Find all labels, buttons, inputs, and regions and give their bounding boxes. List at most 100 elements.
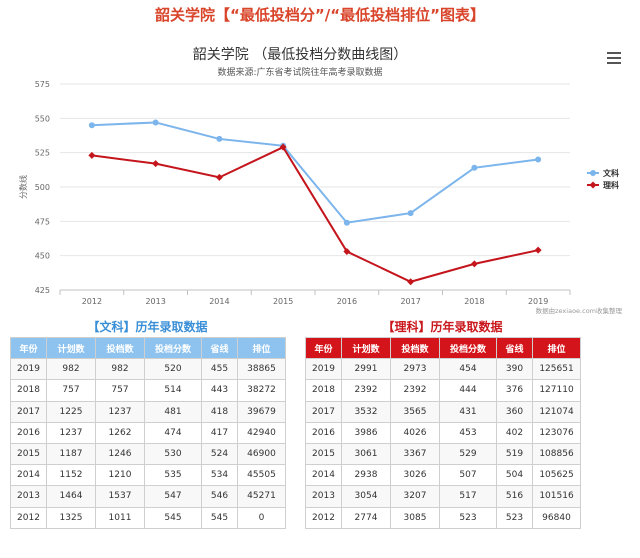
table-cell: 1011 <box>95 506 145 529</box>
table-cell: 524 <box>201 442 238 466</box>
table-cell: 376 <box>496 379 533 402</box>
table-cell: 105625 <box>532 464 581 487</box>
y-tick-label: 450 <box>35 252 50 261</box>
table-cell: 3054 <box>341 485 391 508</box>
data-point <box>535 156 542 163</box>
table-cell: 2017 <box>305 400 342 423</box>
table-cell: 507 <box>439 464 497 487</box>
hamburger-menu-icon[interactable] <box>607 52 621 64</box>
table-cell: 1187 <box>46 442 96 466</box>
table-cell: 2018 <box>305 379 342 402</box>
chart-credit: 数据由zexiaoe.com收集整理 <box>536 306 623 315</box>
table-cell: 757 <box>46 379 96 402</box>
table-cell: 96840 <box>532 506 581 529</box>
table-cell: 516 <box>496 485 533 508</box>
legend-label: 理科 <box>603 180 619 190</box>
table-cell: 2013 <box>10 485 47 508</box>
x-tick-label: 2017 <box>400 297 420 306</box>
table-cell: 2016 <box>10 421 47 444</box>
table-cell: 38272 <box>237 379 286 402</box>
data-point <box>215 173 223 181</box>
wen-header-cell: 投档分数 <box>144 336 202 360</box>
li-header-cell: 投档数 <box>390 336 440 360</box>
table-cell: 45271 <box>237 485 286 508</box>
table-cell: 523 <box>496 506 533 529</box>
series-line-0 <box>91 121 539 224</box>
wen-header-cell: 年份 <box>10 336 47 360</box>
table-row: 2015 1187 1246 530 524 46900 <box>10 442 286 466</box>
table-cell: 42940 <box>237 421 286 444</box>
table-cell: 481 <box>144 400 202 423</box>
table-row: 2012 1325 1011 545 545 0 <box>10 506 286 529</box>
table-cell: 101516 <box>532 485 581 508</box>
table-cell: 547 <box>144 485 202 508</box>
li-header-cell: 排位 <box>532 336 581 360</box>
wen-header-cell: 投档数 <box>95 336 145 360</box>
table-cell: 417 <box>201 421 238 444</box>
table-cell: 2973 <box>390 358 440 381</box>
wen-admission-table: 年份 计划数 投档数 投档分数 省线 排位 2019 982 982 520 455 38865 201… <box>10 336 286 529</box>
y-tick-label: 550 <box>35 114 50 123</box>
x-tick-label: 2018 <box>464 297 484 306</box>
table-cell: 2015 <box>10 442 47 466</box>
table-cell: 529 <box>439 442 497 466</box>
y-tick-label: 575 <box>35 80 50 89</box>
x-tick-label: 2015 <box>273 297 293 306</box>
legend-marker <box>590 170 596 176</box>
wen-header-cell: 排位 <box>237 336 286 360</box>
table-cell: 360 <box>496 400 533 423</box>
table-cell: 982 <box>46 358 96 381</box>
data-point <box>88 151 96 159</box>
table-cell: 443 <box>201 379 238 402</box>
table-row: 2018 757 757 514 443 38272 <box>10 379 286 402</box>
x-tick-label: 2019 <box>528 297 548 306</box>
table-cell: 3061 <box>341 442 391 466</box>
table-cell: 418 <box>201 400 238 423</box>
data-point <box>470 260 478 268</box>
table-cell: 1246 <box>95 442 145 466</box>
table-cell: 402 <box>496 421 533 444</box>
table-cell: 3565 <box>390 400 440 423</box>
data-point <box>343 219 350 226</box>
page-title: 韶关学院【“最低投档分”/“最低投档排位”图表】 <box>155 6 485 24</box>
table-row: 2016 3986 4026 453 402 123076 <box>305 421 581 444</box>
table-cell: 1464 <box>46 485 96 508</box>
table-cell: 1237 <box>46 421 96 444</box>
legend-marker <box>589 181 597 189</box>
table-cell: 2392 <box>341 379 391 402</box>
table-row: 2015 3061 3367 529 519 108856 <box>305 442 581 466</box>
table-cell: 534 <box>201 464 238 487</box>
table-cell: 108856 <box>532 442 581 466</box>
table-row: 2019 2991 2973 454 390 125651 <box>305 358 581 381</box>
chart-title: 韶关学院 （最低投档分数曲线图） <box>192 47 408 63</box>
table-cell: 1152 <box>46 464 96 487</box>
y-tick-label: 475 <box>35 217 50 226</box>
table-cell: 45505 <box>237 464 286 487</box>
data-point <box>343 248 351 256</box>
table-cell: 3085 <box>390 506 440 529</box>
table-cell: 39679 <box>237 400 286 423</box>
table-cell: 127110 <box>532 379 581 402</box>
y-tick-label: 525 <box>35 149 50 158</box>
table-cell: 519 <box>496 442 533 466</box>
table-row: 2013 1464 1537 547 546 45271 <box>10 485 286 508</box>
table-cell: 2019 <box>305 358 342 381</box>
table-cell: 3532 <box>341 400 391 423</box>
li-header-cell: 投档分数 <box>439 336 497 360</box>
li-header-cell: 年份 <box>305 336 342 360</box>
x-tick-label: 2012 <box>82 297 102 306</box>
table-cell: 390 <box>496 358 533 381</box>
x-tick-label: 2014 <box>209 297 229 306</box>
table-cell: 982 <box>95 358 145 381</box>
data-point <box>471 164 478 171</box>
data-point <box>88 122 95 129</box>
table-cell: 1225 <box>46 400 96 423</box>
table-cell: 444 <box>439 379 497 402</box>
data-point <box>407 210 414 217</box>
table-cell: 514 <box>144 379 202 402</box>
table-cell: 454 <box>439 358 497 381</box>
wen-header-row: 年份 计划数 投档数 投档分数 省线 排位 <box>10 336 286 360</box>
table-cell: 2012 <box>305 506 342 529</box>
table-cell: 3986 <box>341 421 391 444</box>
table-row: 2014 2938 3026 507 504 105625 <box>305 464 581 487</box>
